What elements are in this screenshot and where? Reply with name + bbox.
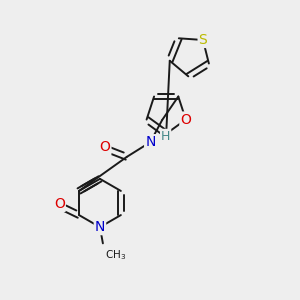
Text: O: O	[54, 197, 65, 211]
Text: O: O	[100, 140, 110, 154]
Text: CH$_3$: CH$_3$	[105, 249, 127, 262]
Text: N: N	[145, 135, 155, 149]
Text: O: O	[180, 112, 191, 127]
Text: H: H	[161, 130, 170, 143]
Text: N: N	[95, 220, 105, 234]
Text: S: S	[199, 33, 207, 47]
